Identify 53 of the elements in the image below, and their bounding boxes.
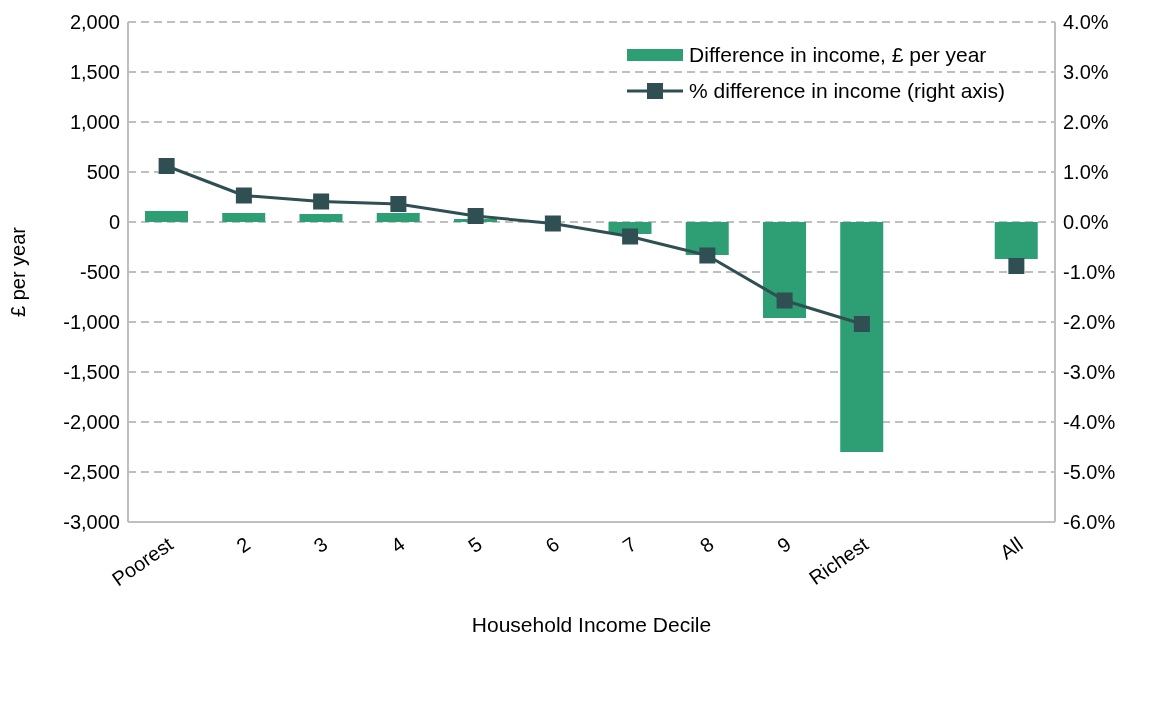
y2-tick-label: -3.0%	[1063, 361, 1116, 384]
y-tick-label: 2,000	[69, 11, 120, 34]
y2-tick-label: -5.0%	[1063, 461, 1116, 484]
y-axis-title: £ per year	[7, 226, 30, 318]
y2-tick-label: -4.0%	[1063, 411, 1116, 434]
bar	[994, 222, 1038, 259]
y-tick-label: 1,500	[69, 61, 120, 84]
point	[158, 158, 175, 174]
point	[544, 215, 561, 232]
y2-tick-label: -6.0%	[1063, 511, 1116, 534]
x-tick-label: 9	[773, 532, 795, 558]
x-tick-label: All	[995, 532, 1027, 564]
bar	[145, 211, 188, 222]
point	[1008, 258, 1025, 274]
y2-tick-label: 1.0%	[1063, 161, 1109, 184]
y-tick-label: 0	[108, 211, 120, 234]
y2-tick-label: 4.0%	[1063, 11, 1109, 34]
bar	[376, 213, 420, 222]
x-tick-label: 5	[464, 532, 486, 558]
y-tick-label: -1,500	[63, 361, 120, 384]
y-tick-label: -2,500	[63, 461, 120, 484]
x-tick-label: 3	[309, 532, 332, 558]
point	[776, 292, 793, 309]
point	[699, 247, 716, 264]
y2-tick-label: -1.0%	[1063, 261, 1116, 284]
point	[467, 208, 484, 224]
x-tick-label: 4	[386, 532, 409, 558]
x-tick-label: 8	[695, 532, 718, 558]
legend-label: Difference in income, £ per year	[689, 43, 987, 67]
x-tick-label: 7	[618, 532, 641, 558]
y2-tick-label: 2.0%	[1063, 111, 1109, 134]
bar	[840, 222, 884, 452]
x-tick-label: 6	[541, 532, 564, 558]
point	[622, 228, 639, 245]
y-tick-label: -3,000	[63, 511, 120, 534]
y2-tick-label: -2.0%	[1063, 311, 1116, 334]
bar	[299, 214, 343, 222]
point	[853, 316, 870, 332]
y2-tick-label: 0.0%	[1063, 211, 1109, 234]
y-tick-label: 500	[86, 161, 120, 184]
bar	[763, 222, 806, 318]
x-tick-label: 2	[232, 532, 255, 558]
y2-tick-label: 3.0%	[1063, 61, 1109, 84]
legend-label: % difference in income (right axis)	[689, 79, 1005, 103]
point	[390, 196, 407, 212]
point	[235, 187, 252, 204]
y-tick-label: -1,000	[63, 311, 120, 334]
bar	[222, 213, 266, 222]
y-tick-label: -500	[79, 261, 120, 284]
y-tick-label: -2,000	[63, 411, 120, 434]
y-tick-label: 1,000	[69, 111, 120, 134]
x-axis-title: Household Income Decile	[471, 613, 712, 636]
point	[313, 193, 330, 210]
